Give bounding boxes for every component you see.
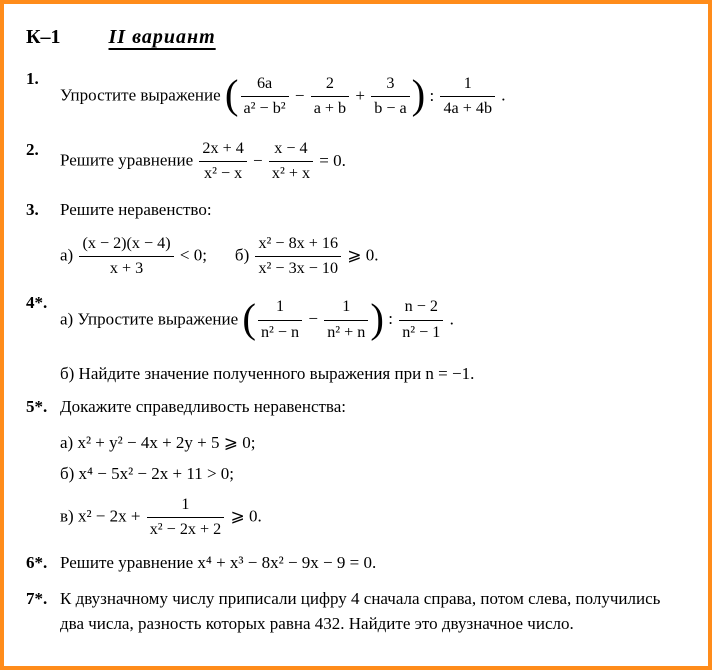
problem-3: 3. Решите неравенство: а) (x − 2)(x − 4)… (26, 197, 686, 282)
problem-text: Докажите справедливость неравенства: (60, 394, 686, 420)
problem-text: Решите уравнение x⁴ + x³ − 8x² − 9x − 9 … (60, 550, 686, 576)
problem-number: 1. (26, 66, 60, 127)
part-a: а) (x − 2)(x − 4)x + 3 < 0; (60, 232, 207, 281)
part-b: б) x² − 8x + 16x² − 3x − 10 ⩾ 0. (235, 232, 379, 281)
problem-1: 1. Упростите выражение (6aa² − b² − 2a +… (26, 66, 686, 127)
problem-7: 7*. К двузначному числу приписали цифру … (26, 586, 686, 637)
math-expr: (6aa² − b² − 2a + b + 3b − a) : 14a + 4b (225, 86, 501, 105)
problem-number: 2. (26, 137, 60, 186)
problem-6: 6*. Решите уравнение x⁴ + x³ − 8x² − 9x … (26, 550, 686, 576)
problem-number: 3. (26, 197, 60, 223)
math-expr: 2x + 4x² − x − x − 4x² + x = 0. (197, 151, 345, 170)
test-label: К–1 (26, 22, 61, 52)
problem-text: К двузначному числу приписали цифру 4 сн… (60, 586, 686, 637)
part-a: а) x² + y² − 4x + 2y + 5 ⩾ 0; (60, 430, 686, 456)
part-a: а) Упростите выражение (1n² − n − 1n² + … (60, 290, 686, 351)
problem-2: 2. Решите уравнение 2x + 4x² − x − x − 4… (26, 137, 686, 186)
problem-5: 5*. Докажите справедливость неравенства:… (26, 394, 686, 542)
problem-text: Решите неравенство: (60, 197, 686, 223)
part-b: б) Найдите значение полученного выражени… (60, 361, 686, 387)
part-c: в) x² − 2x + 1x² − 2x + 2 ⩾ 0. (60, 493, 686, 542)
problem-4: 4*. а) Упростите выражение (1n² − n − 1n… (26, 290, 686, 387)
header: К–1 II вариант (26, 22, 686, 52)
problem-text: Решите уравнение 2x + 4x² − x − x − 4x² … (60, 137, 686, 186)
part-b: б) x⁴ − 5x² − 2x + 11 > 0; (60, 461, 686, 487)
problem-number: 4*. (26, 290, 60, 351)
problem-number: 5*. (26, 394, 60, 420)
problem-3-parts: а) (x − 2)(x − 4)x + 3 < 0; б) x² − 8x +… (60, 232, 686, 281)
problem-number: 7*. (26, 586, 60, 637)
problem-text: Упростите выражение (6aa² − b² − 2a + b … (60, 66, 686, 127)
problem-number: 6*. (26, 550, 60, 576)
variant-label: II вариант (109, 22, 216, 52)
